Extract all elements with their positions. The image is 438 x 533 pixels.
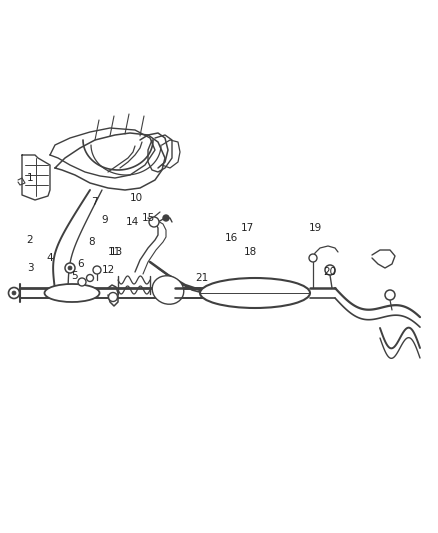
Circle shape (149, 217, 159, 227)
Text: 21: 21 (195, 273, 208, 283)
Text: 4: 4 (47, 253, 53, 263)
Text: 15: 15 (141, 213, 155, 223)
Text: 19: 19 (308, 223, 321, 233)
Circle shape (12, 291, 16, 295)
Text: 7: 7 (91, 197, 97, 207)
Ellipse shape (152, 276, 184, 304)
Text: 12: 12 (101, 265, 115, 275)
Text: 6: 6 (78, 259, 84, 269)
Circle shape (109, 293, 117, 302)
Text: 9: 9 (102, 215, 108, 225)
Circle shape (68, 266, 72, 270)
Text: 11: 11 (107, 247, 120, 257)
Circle shape (163, 215, 169, 221)
Circle shape (65, 263, 75, 273)
Text: 16: 16 (224, 233, 238, 243)
Text: 14: 14 (125, 217, 138, 227)
Circle shape (309, 254, 317, 262)
Text: 8: 8 (88, 237, 95, 247)
Circle shape (93, 266, 101, 274)
Text: 10: 10 (130, 193, 142, 203)
Circle shape (8, 287, 20, 298)
Ellipse shape (45, 284, 99, 302)
Circle shape (86, 274, 93, 281)
Text: 20: 20 (323, 267, 336, 277)
Text: 13: 13 (110, 247, 123, 257)
Text: 5: 5 (71, 271, 78, 281)
Circle shape (78, 278, 86, 286)
Text: 17: 17 (240, 223, 254, 233)
Circle shape (325, 265, 335, 275)
Circle shape (385, 290, 395, 300)
Text: 2: 2 (27, 235, 33, 245)
Text: 1: 1 (27, 173, 33, 183)
Text: 3: 3 (27, 263, 33, 273)
Text: 18: 18 (244, 247, 257, 257)
Ellipse shape (200, 278, 310, 308)
